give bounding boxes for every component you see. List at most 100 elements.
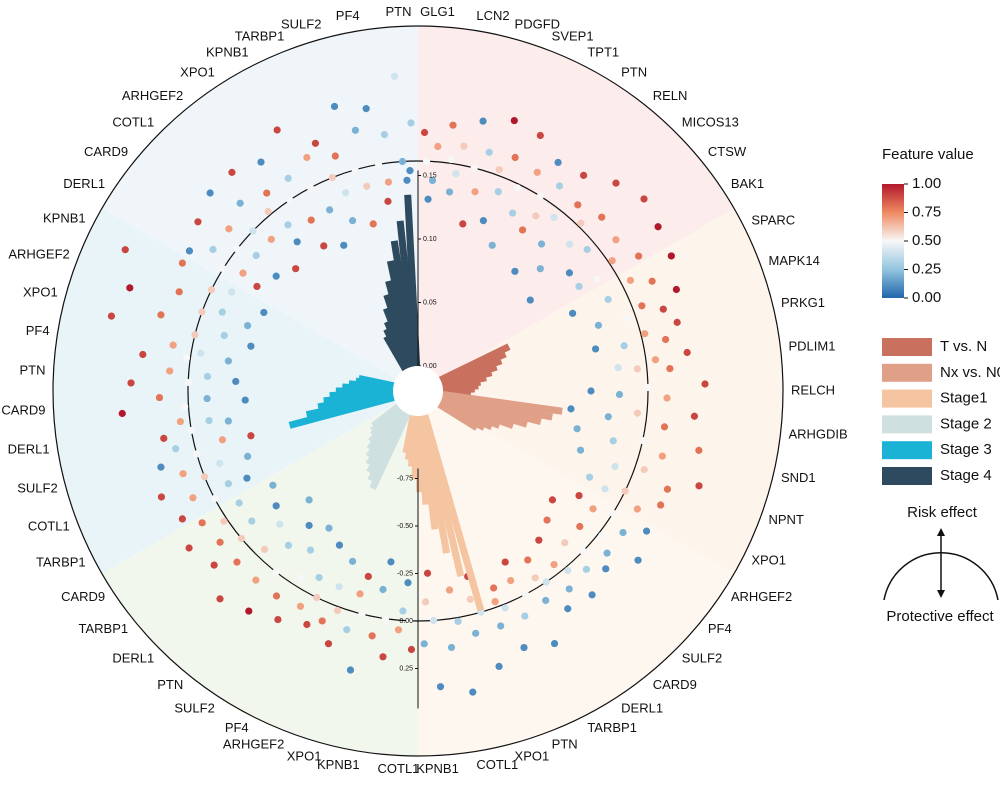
gene-label: TARBP1	[79, 621, 129, 636]
shap-dot	[535, 536, 543, 544]
shap-dot	[209, 245, 217, 254]
shap-dot	[565, 585, 573, 593]
shap-dot	[284, 541, 293, 549]
shap-dot	[602, 565, 610, 573]
shap-dot	[639, 437, 647, 445]
protective-label: Protective effect	[886, 608, 994, 625]
shap-dot	[575, 282, 583, 291]
legend-swatch	[882, 389, 932, 408]
gene-label: KPNB1	[206, 45, 249, 60]
shap-dot	[640, 195, 648, 203]
shap-dot	[218, 436, 227, 444]
shap-dot	[328, 173, 336, 182]
shap-dot	[574, 201, 582, 209]
shap-dot	[363, 182, 371, 190]
shap-dot	[579, 547, 587, 555]
shap-dot	[494, 188, 502, 196]
gene-label: PTN	[552, 736, 578, 751]
shap-dot	[197, 349, 205, 357]
shap-dot	[633, 365, 642, 373]
center-hole	[393, 366, 443, 416]
shap-dot	[429, 616, 438, 625]
shap-dot	[533, 168, 541, 176]
gene-label: PF4	[708, 621, 732, 636]
shap-dot	[501, 558, 509, 566]
legend-swatch	[882, 363, 932, 382]
colorbar-label: 0.00	[912, 289, 941, 306]
shap-dot	[157, 493, 166, 501]
shap-dot	[272, 272, 280, 280]
gene-label: SULF2	[682, 650, 722, 665]
gene-label: TPT1	[587, 45, 619, 60]
shap-dot	[536, 192, 544, 200]
shap-dot	[454, 617, 462, 625]
shap-dot	[407, 645, 416, 654]
shap-dot	[695, 446, 703, 454]
shap-dot	[398, 157, 407, 166]
shap-dot	[511, 267, 519, 275]
gene-label: DERL1	[112, 650, 154, 665]
shap-dot	[368, 632, 376, 640]
shap-dot	[510, 116, 518, 125]
shap-dot	[507, 576, 515, 585]
shap-dot	[635, 252, 643, 260]
shap-dot	[325, 524, 333, 532]
shap-dot	[340, 241, 348, 249]
shap-dot	[524, 556, 532, 564]
shap-dot	[491, 598, 499, 606]
shap-dot	[198, 308, 206, 316]
shap-dot	[601, 485, 609, 493]
shap-dot	[356, 590, 364, 598]
bar-tick-label: 0.10	[423, 236, 437, 243]
shap-dot	[520, 643, 528, 652]
shap-dot	[252, 576, 260, 584]
shap-dot	[594, 321, 603, 329]
shap-dot	[203, 372, 212, 381]
shap-dot	[501, 604, 509, 612]
shap-dot	[324, 640, 333, 648]
shap-dot	[264, 207, 272, 216]
shap-dot	[237, 534, 246, 543]
shap-dot	[471, 188, 479, 196]
shap-dot	[611, 462, 619, 471]
sector	[101, 26, 418, 391]
shap-dot	[184, 378, 192, 387]
gene-label: PTN	[20, 363, 46, 378]
shap-dot	[531, 574, 539, 582]
shap-tick-label: 0.25	[399, 665, 413, 672]
gene-label: PF4	[336, 8, 360, 23]
shap-dot	[407, 119, 415, 127]
shap-dot	[263, 189, 271, 197]
shap-dot	[335, 541, 344, 549]
shap-dot	[305, 521, 313, 530]
shap-dot	[272, 502, 280, 510]
shap-dot	[521, 590, 530, 598]
shap-dot	[313, 593, 321, 602]
colorbar-label: 0.75	[912, 203, 941, 220]
shap-dot	[157, 463, 165, 471]
shap-dot	[399, 607, 407, 615]
shap-dot	[233, 558, 241, 566]
shap-dot	[187, 426, 195, 435]
gene-label: XPO1	[23, 284, 58, 299]
shap-dot	[160, 434, 168, 442]
shap-dot	[598, 531, 606, 540]
shap-dot	[673, 318, 681, 326]
legend-swatch	[882, 467, 932, 485]
legend-label: Nx vs. N0	[940, 364, 1000, 381]
shap-dot	[247, 342, 255, 350]
shap-dot	[403, 176, 411, 184]
colorbar	[882, 184, 904, 298]
shap-dot	[235, 499, 243, 507]
shap-dot	[297, 574, 305, 582]
gene-label: NPNT	[769, 512, 804, 527]
shap-dot	[205, 416, 213, 425]
shap-dot	[604, 413, 612, 421]
shap-dot	[479, 217, 488, 225]
gene-label: SULF2	[17, 481, 57, 496]
shap-dot	[369, 220, 377, 228]
shap-dot	[307, 216, 315, 224]
gene-label: COTL1	[378, 761, 420, 776]
shap-dot	[536, 131, 544, 140]
gene-label: PF4	[225, 720, 249, 735]
